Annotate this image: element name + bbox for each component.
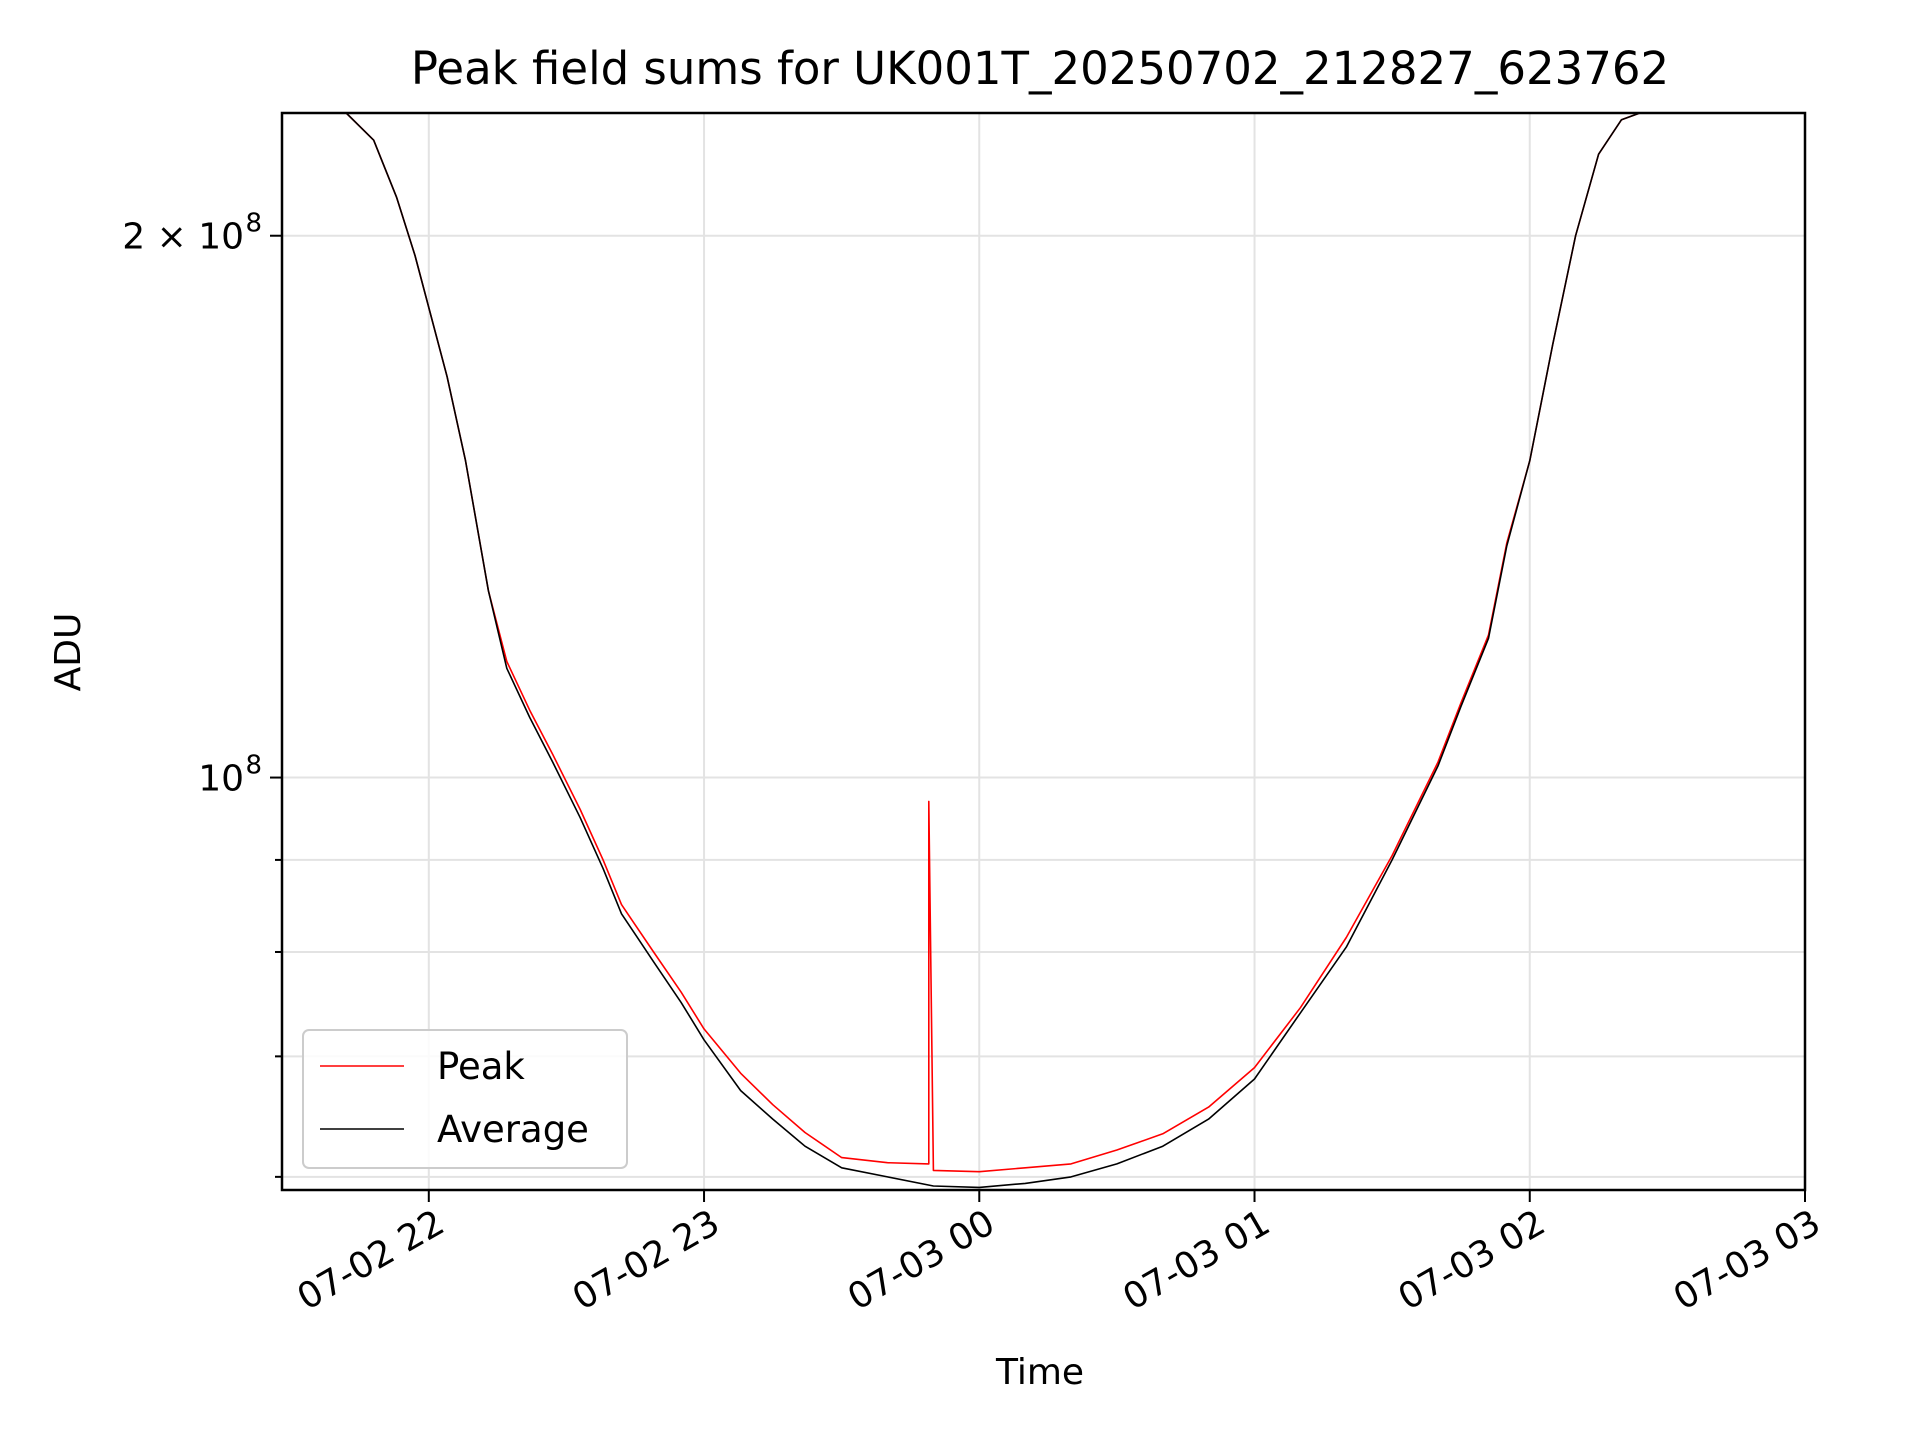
y-axis-label: ADU (48, 613, 89, 692)
series-line-average (282, 112, 1805, 1189)
y-tick-label: 810 (198, 751, 262, 800)
chart-title: Peak field sums for UK001T_20250702_2128… (411, 42, 1669, 95)
y-tick-base: 2 × 10 (122, 217, 244, 258)
y-tick-exponent: 8 (245, 209, 262, 239)
legend-label-average: Average (437, 1108, 589, 1151)
y-tick-exponent: 8 (245, 751, 262, 781)
y-tick-base: 10 (198, 759, 244, 800)
grid-layer (282, 113, 1806, 1190)
y-tick-label: 82 × 10 (122, 209, 262, 258)
legend-label-peak: Peak (437, 1045, 525, 1088)
x-axis-label: Time (995, 1352, 1084, 1393)
legend-box (302, 1029, 628, 1169)
plot-frame (280, 111, 1807, 1192)
legend: Peak Average (302, 1029, 628, 1169)
series-layer (282, 112, 1805, 1189)
